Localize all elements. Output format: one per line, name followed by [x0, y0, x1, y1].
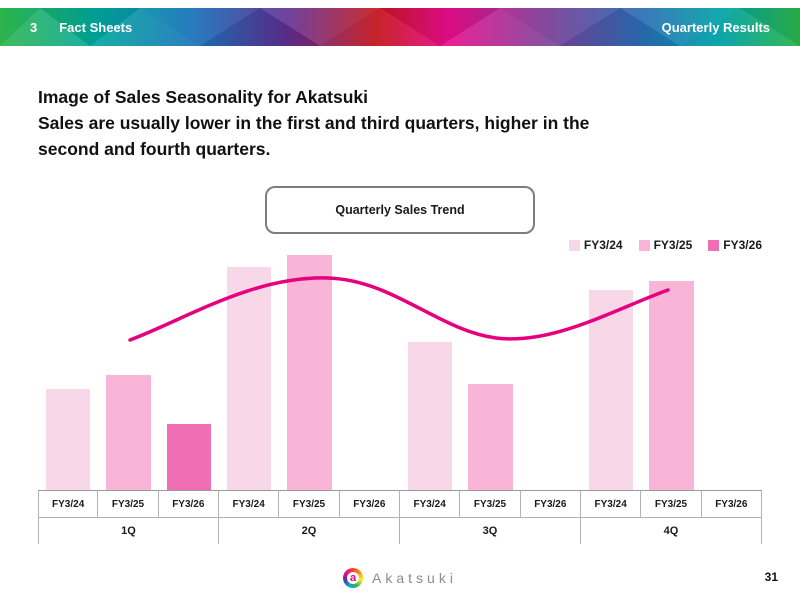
- slide-heading: Image of Sales Seasonality for Akatsuki …: [38, 84, 758, 162]
- legend-item: FY3/24: [568, 238, 623, 252]
- banner-page-title: Quarterly Results: [661, 19, 770, 35]
- bar-slot: [581, 250, 641, 490]
- chart-title-box: Quarterly Sales Trend: [265, 186, 535, 234]
- axis-quarter-cell: 2Q: [219, 518, 400, 544]
- bar-group-2Q: [219, 250, 400, 490]
- axis-quarter-cell: 1Q: [38, 518, 219, 544]
- axis-quarter-cell: 4Q: [581, 518, 762, 544]
- heading-line-3: second and fourth quarters.: [38, 139, 271, 159]
- bar-slot: [98, 250, 158, 490]
- bar-slot: [460, 250, 520, 490]
- banner-section-title: Fact Sheets: [59, 19, 133, 35]
- axis-quarter-cell: 3Q: [400, 518, 581, 544]
- legend-swatch: [638, 239, 650, 251]
- bar-slot: [641, 250, 701, 490]
- chart-legend: FY3/24 FY3/25 FY3/26: [568, 238, 762, 252]
- bar-slot: [38, 250, 98, 490]
- axis-series-cell: FY3/26: [158, 490, 219, 518]
- legend-label: FY3/25: [653, 238, 693, 252]
- bar-2Q-FY324: [227, 267, 272, 490]
- header-banner: 3 Fact Sheets Quarterly Results: [0, 8, 800, 46]
- legend-item: FY3/25: [638, 238, 693, 252]
- heading-line-1: Image of Sales Seasonality for Akatsuki: [38, 87, 369, 107]
- bar-1Q-FY326: [166, 424, 211, 490]
- legend-swatch: [568, 239, 580, 251]
- axis-series-cell: FY3/25: [460, 490, 521, 518]
- bar-group-3Q: [400, 250, 581, 490]
- axis-series-row: FY3/24 FY3/25 FY3/26 FY3/24 FY3/25 FY3/26 FY3/…: [38, 490, 762, 518]
- axis-series-cell: FY3/26: [520, 490, 581, 518]
- footer: a Akatsuki: [0, 568, 800, 588]
- banner-section-number: 3: [30, 19, 38, 35]
- akatsuki-logo-icon: a: [343, 568, 364, 588]
- page-number: 31: [764, 570, 778, 584]
- axis-series-cell: FY3/24: [218, 490, 280, 518]
- legend-item: FY3/26: [708, 238, 762, 252]
- bar-slot: [702, 250, 762, 490]
- bar-group-4Q: [581, 250, 762, 490]
- akatsuki-logo-letter: a: [349, 572, 357, 584]
- bar-3Q-FY325: [468, 384, 513, 490]
- axis-series-cell: FY3/26: [339, 490, 400, 518]
- axis-series-cell: FY3/26: [701, 490, 762, 518]
- legend-label: FY3/24: [583, 238, 623, 252]
- bar-slot: [400, 250, 460, 490]
- akatsuki-logo-text: Akatsuki: [372, 570, 457, 586]
- bar-1Q-FY325: [106, 375, 151, 490]
- bar-4Q-FY324: [589, 290, 634, 490]
- bar-2Q-FY325: [287, 255, 332, 490]
- axis-series-cell: FY3/25: [98, 490, 159, 518]
- bar-3Q-FY324: [408, 342, 453, 490]
- axis-series-cell: FY3/24: [38, 490, 99, 518]
- bar-slot: [159, 250, 219, 490]
- bar-slot: [279, 250, 339, 490]
- chart-title: Quarterly Sales Trend: [335, 203, 465, 217]
- bar-group-1Q: [38, 250, 219, 490]
- bar-4Q-FY325: [649, 281, 694, 490]
- axis-series-cell: FY3/24: [399, 490, 461, 518]
- banner-section-label: 3 Fact Sheets: [30, 20, 132, 35]
- legend-label: FY3/26: [723, 238, 762, 252]
- bar-slot: [521, 250, 581, 490]
- plot-groups: [38, 250, 762, 490]
- bar-slot: [219, 250, 279, 490]
- bar-slot: [340, 250, 400, 490]
- banner-text: 3 Fact Sheets Quarterly Results: [0, 8, 800, 46]
- banner-polygon-art: [0, 8, 800, 46]
- bar-1Q-FY324: [46, 389, 91, 490]
- axis-table: FY3/24 FY3/25 FY3/26 FY3/24 FY3/25 FY3/26 FY3/…: [38, 490, 762, 544]
- heading-line-2: Sales are usually lower in the first and…: [38, 113, 590, 133]
- axis-series-cell: FY3/24: [580, 490, 642, 518]
- axis-series-cell: FY3/25: [641, 490, 702, 518]
- chart-plot: [38, 250, 762, 490]
- legend-swatch: [708, 239, 720, 251]
- axis-quarter-row: 1Q 2Q 3Q 4Q: [38, 518, 762, 544]
- axis-series-cell: FY3/25: [279, 490, 340, 518]
